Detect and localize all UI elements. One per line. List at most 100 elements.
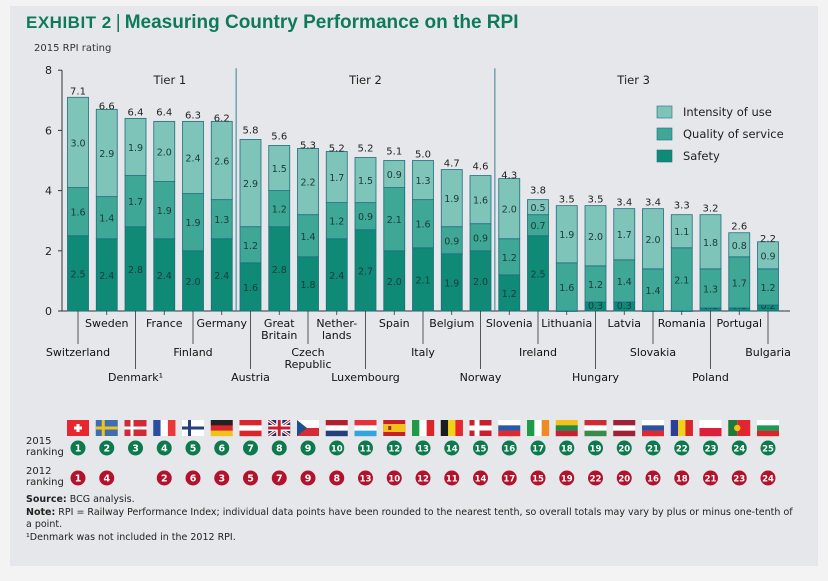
legend-swatch-quality bbox=[656, 127, 673, 141]
rank-2015-badge-number: 18 bbox=[561, 445, 573, 455]
y-tick-label: 0 bbox=[45, 305, 52, 318]
country-flag-icon bbox=[728, 420, 751, 436]
rank-2012-badge bbox=[760, 470, 776, 486]
segment-value-label: 1.6 bbox=[243, 283, 258, 294]
flag-part bbox=[412, 420, 420, 436]
flag-part bbox=[95, 426, 118, 430]
rank-2012-badge-number: 17 bbox=[503, 475, 515, 485]
segment-value-label: 2.0 bbox=[157, 147, 172, 158]
segment-value-label: 0.8 bbox=[732, 241, 747, 252]
bar-total-label: 3.8 bbox=[530, 186, 546, 197]
country-flag-icon bbox=[670, 420, 693, 436]
rank-2015-badge bbox=[444, 440, 460, 456]
title-text: Measuring Country Performance on the RPI bbox=[124, 12, 519, 33]
segment-value-label: 1.6 bbox=[473, 196, 488, 207]
rank-2012-badge bbox=[329, 470, 345, 486]
rank-2012-badge-number: 9 bbox=[305, 474, 312, 485]
flag-part bbox=[613, 430, 636, 437]
segment-value-label: 0.5 bbox=[530, 203, 545, 214]
rank-2015-badge-number: 19 bbox=[590, 445, 602, 455]
flag-part bbox=[757, 420, 779, 426]
rank-2015-badge bbox=[559, 440, 575, 456]
flag-part bbox=[555, 420, 578, 426]
flag-part bbox=[325, 430, 348, 437]
flag-part bbox=[239, 430, 262, 437]
flag-part bbox=[167, 420, 176, 436]
flag-part bbox=[584, 425, 607, 431]
segment-value-label: 2.1 bbox=[387, 215, 402, 226]
segment-value-label: 1.2 bbox=[588, 280, 603, 291]
bar-total-label: 3.5 bbox=[588, 195, 604, 206]
source-line: Source: BCG analysis. bbox=[26, 494, 796, 507]
bar-total-label: 6.2 bbox=[214, 113, 230, 124]
segment-value-label: 1.2 bbox=[760, 283, 775, 294]
flag-part bbox=[613, 420, 636, 426]
rank-2012-badge-number: 20 bbox=[618, 475, 630, 485]
rank-2015-badge bbox=[128, 440, 143, 456]
source-label: Source: bbox=[26, 494, 67, 505]
segment-value-label: 2.0 bbox=[387, 277, 402, 288]
rank-2012-badge bbox=[588, 470, 603, 486]
segment-value-label: 2.1 bbox=[415, 275, 430, 286]
segment-value-label: 2.2 bbox=[300, 178, 315, 189]
category-label: Austria bbox=[231, 371, 270, 384]
rank-2015-badge bbox=[501, 440, 517, 456]
flag-part bbox=[642, 425, 664, 431]
segment-value-label: 1.4 bbox=[300, 232, 315, 243]
flag-part bbox=[498, 420, 521, 426]
rank-2012-badge-number: 15 bbox=[532, 475, 544, 485]
rank-2012-badge-number: 18 bbox=[676, 475, 688, 485]
rank-2012-badge bbox=[674, 470, 690, 486]
country-flag-icon bbox=[210, 420, 233, 437]
rank-2015-badge bbox=[616, 440, 632, 456]
rank-2012-badge bbox=[473, 470, 488, 486]
tier-label: Tier 1 bbox=[153, 73, 187, 87]
country-flag-icon bbox=[642, 420, 664, 437]
bar-segment-intensity bbox=[297, 148, 319, 216]
exhibit-title: Exhibit 2 | Measuring Country Performance … bbox=[26, 12, 518, 34]
flag-part bbox=[448, 420, 456, 436]
country-flag-icon bbox=[469, 420, 492, 436]
row-label-2015: 2015 bbox=[26, 436, 51, 447]
y-tick-label: 8 bbox=[45, 64, 52, 77]
segment-value-label: 1.5 bbox=[358, 176, 373, 187]
segment-value-label: 2.9 bbox=[99, 149, 114, 160]
rank-2012-badge-number: 22 bbox=[590, 475, 602, 485]
rank-2012-badge bbox=[156, 470, 172, 486]
rank-2015-badge bbox=[473, 440, 488, 456]
segment-value-label: 1.5 bbox=[272, 164, 287, 175]
category-label: Bulgaria bbox=[745, 346, 791, 359]
rank-2015-badge-number: 17 bbox=[532, 445, 544, 455]
rank-2012-badge bbox=[616, 470, 632, 486]
flag-part bbox=[210, 420, 233, 426]
footnote-line: ¹Denmark was not included in the 2012 RP… bbox=[26, 531, 236, 543]
category-label: lands bbox=[322, 329, 352, 342]
flag-part bbox=[297, 428, 319, 436]
flag-part bbox=[325, 420, 348, 426]
flag-part bbox=[699, 428, 722, 437]
segment-value-label: 1.9 bbox=[128, 143, 143, 154]
segment-value-label: 1.7 bbox=[329, 173, 344, 184]
flag-part bbox=[182, 426, 204, 430]
rank-2015-badge bbox=[300, 440, 316, 456]
bar-total-label: 3.3 bbox=[674, 201, 690, 212]
flag-part bbox=[642, 430, 664, 437]
rank-2015-badge bbox=[645, 440, 661, 456]
flag-part bbox=[757, 425, 779, 431]
segment-value-label: 1.6 bbox=[559, 283, 574, 294]
category-label: Denmark¹ bbox=[108, 371, 163, 384]
segment-value-label: 1.9 bbox=[444, 194, 459, 205]
segment-value-label: 1.9 bbox=[559, 230, 574, 241]
rank-2012-badge-number: 16 bbox=[647, 475, 659, 485]
bar-segment-intensity bbox=[95, 108, 118, 198]
bar-total-label: 5.0 bbox=[415, 150, 431, 161]
rank-2015-badge bbox=[674, 440, 690, 456]
bar-segment-intensity bbox=[670, 214, 693, 249]
rank-2012-badge bbox=[703, 470, 718, 486]
country-flag-icon bbox=[297, 420, 319, 436]
rank-2015-badge bbox=[185, 440, 201, 456]
flag-part bbox=[354, 430, 377, 437]
country-flag-icon bbox=[440, 420, 463, 436]
exhibit-number: Exhibit 2 bbox=[26, 13, 112, 32]
segment-value-label: 2.8 bbox=[272, 265, 287, 276]
